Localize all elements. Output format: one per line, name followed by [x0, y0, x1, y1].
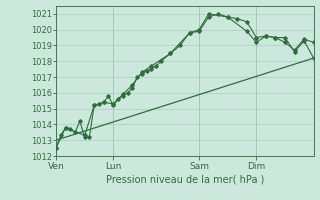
- X-axis label: Pression niveau de la mer( hPa ): Pression niveau de la mer( hPa ): [106, 175, 264, 185]
